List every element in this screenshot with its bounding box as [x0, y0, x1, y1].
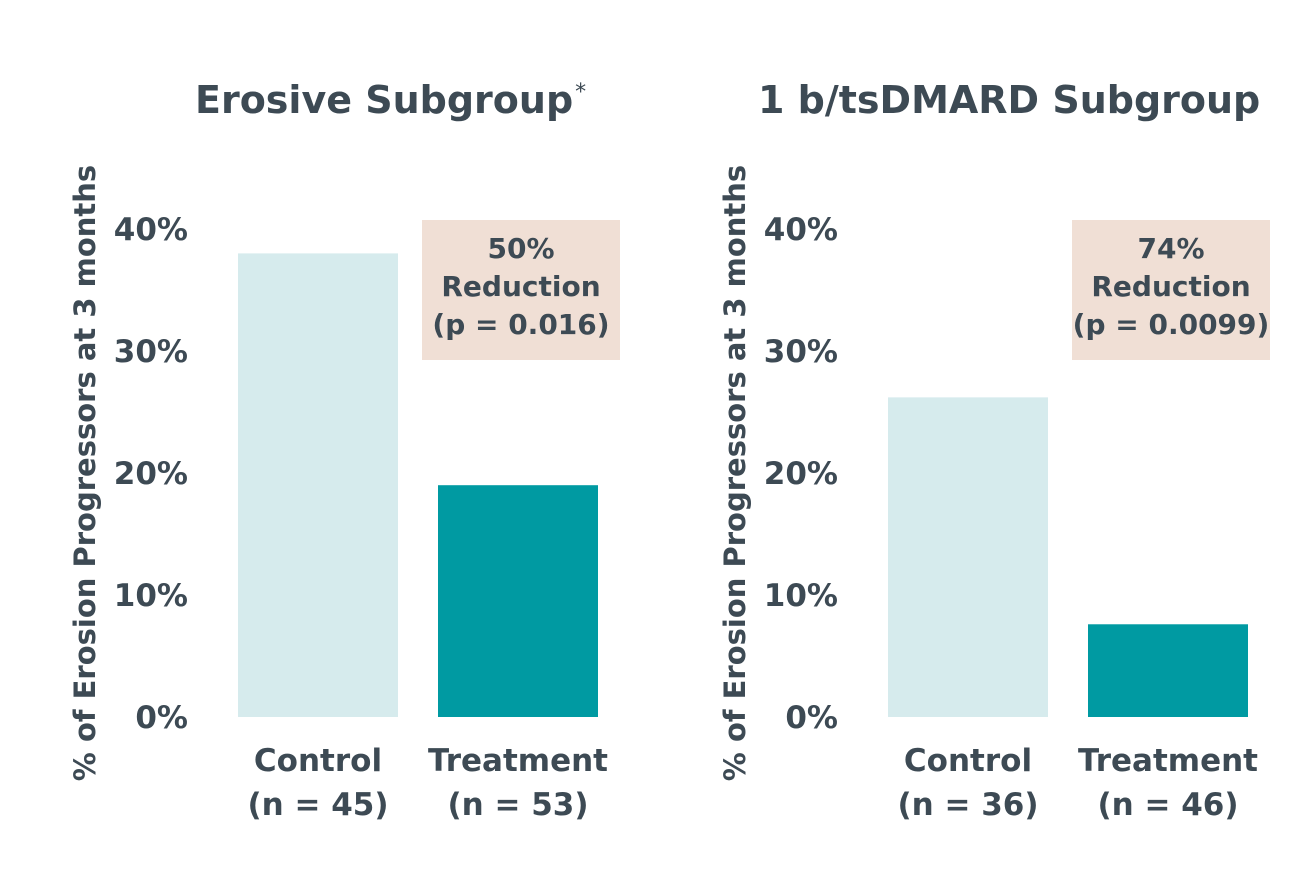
x-category-n-label: (n = 45)	[247, 787, 388, 823]
y-tick-label: 20%	[114, 456, 188, 492]
annotation-reduction-label: Reduction	[441, 270, 600, 303]
annotation-box	[422, 220, 620, 360]
title-footnote-marker: *	[575, 80, 587, 106]
bar-treatment	[438, 485, 598, 717]
bar-control	[238, 253, 398, 717]
bar-chart-dmard: % of Erosion Progressors at 3 months 0% 10…	[718, 165, 1270, 823]
y-axis-label: % of Erosion Progressors at 3 months	[68, 165, 102, 781]
y-tick-label: 40%	[114, 212, 188, 248]
x-category-n-label: (n = 53)	[447, 787, 588, 823]
x-category-n-label: (n = 46)	[1097, 787, 1238, 823]
chart-title: Erosive Subgroup*	[195, 78, 587, 122]
annotation-percent: 50%	[487, 232, 554, 265]
annotation-p-value: (p = 0.016)	[432, 308, 609, 341]
x-category-label: Treatment	[1078, 743, 1258, 779]
chart-panel-erosive: Erosive Subgroup* % of Erosion Progresso…	[68, 78, 620, 823]
reduction-annotation: 50% Reduction (p = 0.016)	[422, 220, 620, 360]
x-category-n-label: (n = 36)	[897, 787, 1038, 823]
bar-control	[888, 397, 1048, 717]
y-tick-label: 30%	[114, 334, 188, 370]
annotation-reduction-label: Reduction	[1091, 270, 1250, 303]
x-category-label: Control	[904, 743, 1032, 779]
y-tick-label: 0%	[785, 700, 838, 736]
reduction-annotation: 74% Reduction (p = 0.0099)	[1072, 220, 1270, 360]
annotation-p-value: (p = 0.0099)	[1073, 308, 1270, 341]
y-tick-label: 40%	[764, 212, 838, 248]
y-axis-label: % of Erosion Progressors at 3 months	[718, 165, 752, 781]
x-category-label: Control	[254, 743, 382, 779]
bar-treatment	[1088, 624, 1248, 717]
y-tick-label: 30%	[764, 334, 838, 370]
y-tick-label: 10%	[114, 578, 188, 614]
annotation-percent: 74%	[1137, 232, 1204, 265]
y-tick-label: 10%	[764, 578, 838, 614]
chart-panel-dmard: 1 b/tsDMARD Subgroup % of Erosion Progre…	[650, 0, 1300, 884]
chart-title: 1 b/tsDMARD Subgroup	[758, 78, 1261, 122]
x-category-label: Treatment	[428, 743, 608, 779]
y-tick-label: 0%	[135, 700, 188, 736]
annotation-box	[1072, 220, 1270, 360]
y-tick-label: 20%	[764, 456, 838, 492]
bar-chart-erosive: % of Erosion Progressors at 3 months 0% 10…	[68, 165, 620, 823]
